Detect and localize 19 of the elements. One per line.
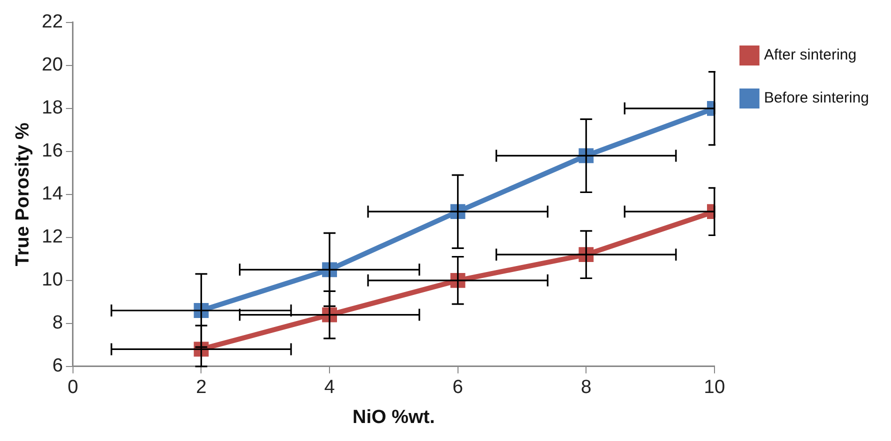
- x-tick-label: 6: [452, 377, 464, 398]
- y-tick-label: 22: [42, 12, 63, 33]
- x-axis-title: NiO %wt.: [352, 406, 435, 428]
- y-axis-title: True Porosity %: [12, 122, 34, 266]
- y-tick-label: 12: [42, 226, 63, 248]
- y-tick-label: 14: [42, 184, 64, 205]
- y-tick-label: 20: [42, 54, 63, 76]
- x-tick-label: 2: [196, 377, 207, 398]
- x-tick-label: 10: [704, 377, 726, 398]
- y-tick-label: 16: [42, 140, 63, 162]
- y-tick-label: 10: [42, 270, 63, 291]
- x-tick-label: 4: [324, 377, 336, 398]
- legend-label: After sintering: [764, 46, 856, 64]
- y-tick-label: 8: [52, 312, 63, 334]
- x-tick-label: 0: [68, 377, 78, 398]
- y-tick-label: 6: [52, 356, 63, 377]
- y-tick-label: 18: [42, 98, 63, 119]
- legend-label: Before sintering: [764, 90, 870, 107]
- x-tick-label: 8: [580, 377, 592, 398]
